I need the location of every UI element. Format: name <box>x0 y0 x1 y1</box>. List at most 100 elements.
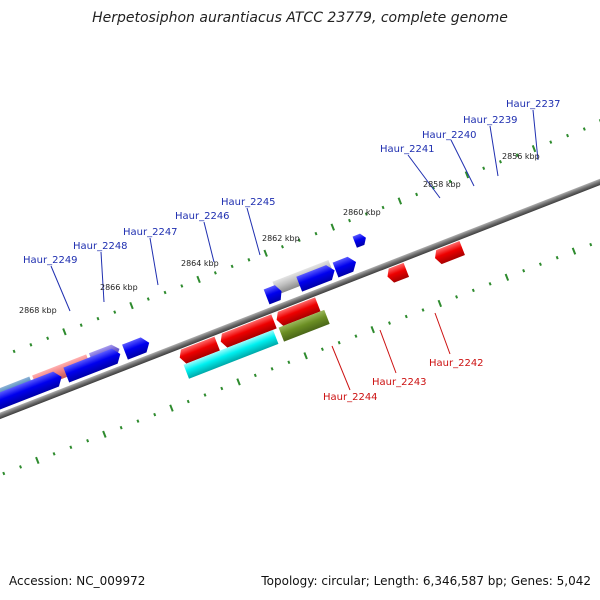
gene-haur-2245[interactable] <box>122 335 152 360</box>
kbp-label: 2866 kbp <box>100 283 138 292</box>
tick-mark <box>538 262 542 266</box>
tick-mark <box>29 343 33 347</box>
tick-mark <box>35 456 40 465</box>
genome-backbone <box>0 114 600 484</box>
tick-mark <box>236 378 241 386</box>
tick-mark <box>220 386 224 391</box>
gene-label[interactable]: Haur_2237 <box>506 99 561 110</box>
tick-mark <box>169 404 174 412</box>
tick-mark <box>431 186 435 190</box>
tick-mark <box>12 349 16 354</box>
gene-label[interactable]: Haur_2241 <box>380 144 435 155</box>
topology-label: Topology: circular; Length: 6,346,587 bp… <box>261 574 591 588</box>
gene-haur-2236[interactable] <box>432 241 465 266</box>
tick-mark <box>504 273 510 281</box>
tick-mark <box>247 258 251 262</box>
tick-mark <box>437 299 443 308</box>
tick-mark <box>270 367 274 371</box>
tick-mark <box>330 223 335 231</box>
tick-mark <box>52 452 56 456</box>
tick-mark <box>354 334 358 338</box>
tick-mark <box>253 373 257 378</box>
gene-haur-2241[interactable] <box>263 284 285 305</box>
kbp-label: 2868 kbp <box>19 306 57 315</box>
tick-mark <box>119 425 123 430</box>
tick-mark <box>163 290 167 295</box>
tick-mark <box>566 133 570 138</box>
gene-label[interactable]: Haur_2244 <box>323 392 378 403</box>
tick-mark <box>79 323 83 327</box>
tick-mark <box>186 399 190 404</box>
tick-mark <box>86 439 90 443</box>
tick-mark <box>196 275 201 284</box>
tick-mark <box>455 295 459 299</box>
tick-mark <box>102 430 107 438</box>
tick-mark <box>46 336 50 341</box>
gene-haur-2247[interactable] <box>0 369 65 411</box>
tick-mark <box>314 231 318 236</box>
tick-mark <box>515 153 519 157</box>
gene-label[interactable]: Haur_2243 <box>372 377 427 388</box>
gene-label[interactable]: Haur_2245 <box>221 197 276 208</box>
gene-haur-2246[interactable] <box>63 346 123 383</box>
tick-mark <box>337 340 341 345</box>
gene-label[interactable]: Haur_2247 <box>123 227 178 238</box>
kbp-label: 2860 kbp <box>343 208 381 217</box>
tick-mark <box>571 247 577 255</box>
kbp-label: 2856 kbp <box>502 152 540 161</box>
accession-label: Accession: NC_009972 <box>9 574 146 588</box>
gene-label[interactable]: Haur_2248 <box>73 241 128 252</box>
tick-mark <box>381 205 385 210</box>
gene-haur-2242-domain[interactable] <box>274 297 321 327</box>
tick-mark <box>531 145 537 153</box>
tick-mark <box>96 316 100 321</box>
tick-mark <box>62 328 67 336</box>
tick-mark <box>364 212 368 216</box>
tick-mark <box>146 297 150 301</box>
tick-mark <box>370 325 375 334</box>
gene-label[interactable]: Haur_2242 <box>429 358 484 369</box>
tick-mark <box>113 310 117 314</box>
gene-label[interactable]: Haur_2249 <box>23 255 78 266</box>
tick-mark <box>263 249 268 257</box>
gene-haur-2244[interactable] <box>183 329 279 379</box>
tick-mark <box>482 166 486 171</box>
gene-features <box>0 232 465 413</box>
gene-haur-2243-domain[interactable] <box>218 314 277 349</box>
tick-mark <box>153 412 157 417</box>
gene-haur-2239[interactable] <box>332 255 359 278</box>
tick-mark <box>348 218 352 223</box>
kbp-label: 2858 kbp <box>423 180 461 189</box>
tick-mark <box>280 244 284 249</box>
tick-mark <box>69 445 73 450</box>
tick-mark <box>297 238 301 242</box>
gene-haur-2242[interactable] <box>278 309 330 342</box>
tick-mark <box>498 159 502 164</box>
gene-label[interactable]: Haur_2239 <box>463 115 518 126</box>
tick-mark <box>213 271 217 275</box>
tick-mark <box>203 393 207 397</box>
tick-mark <box>582 127 586 131</box>
kbp-labels: 2868 kbp 2866 kbp 2864 kbp 2862 kbp 2860… <box>19 152 540 315</box>
gene-haur-2240[interactable] <box>296 263 337 292</box>
tick-mark <box>19 465 23 469</box>
gene-haur-2238[interactable] <box>385 262 410 284</box>
tick-mark <box>464 171 470 179</box>
gene-labels: Haur_2249 Haur_2248 Haur_2247 Haur_2246 … <box>23 99 561 403</box>
gene-label[interactable]: Haur_2246 <box>175 211 230 222</box>
tick-mark <box>303 352 308 360</box>
tick-mark <box>549 140 553 144</box>
tick-mark <box>397 197 403 205</box>
map-title: Herpetosiphon aurantiacus ATCC 23779, co… <box>92 10 508 26</box>
gene-haur-2244-domain[interactable] <box>177 336 220 366</box>
tick-mark <box>555 255 559 260</box>
kbp-label: 2864 kbp <box>181 259 219 268</box>
tick-mark <box>404 314 408 319</box>
kbp-label: 2862 kbp <box>262 234 300 243</box>
tick-mark <box>471 288 475 293</box>
tick-mark <box>415 192 419 197</box>
gene-label[interactable]: Haur_2240 <box>422 130 477 141</box>
gene-haur-2237[interactable] <box>352 232 369 248</box>
tick-mark <box>388 321 391 325</box>
